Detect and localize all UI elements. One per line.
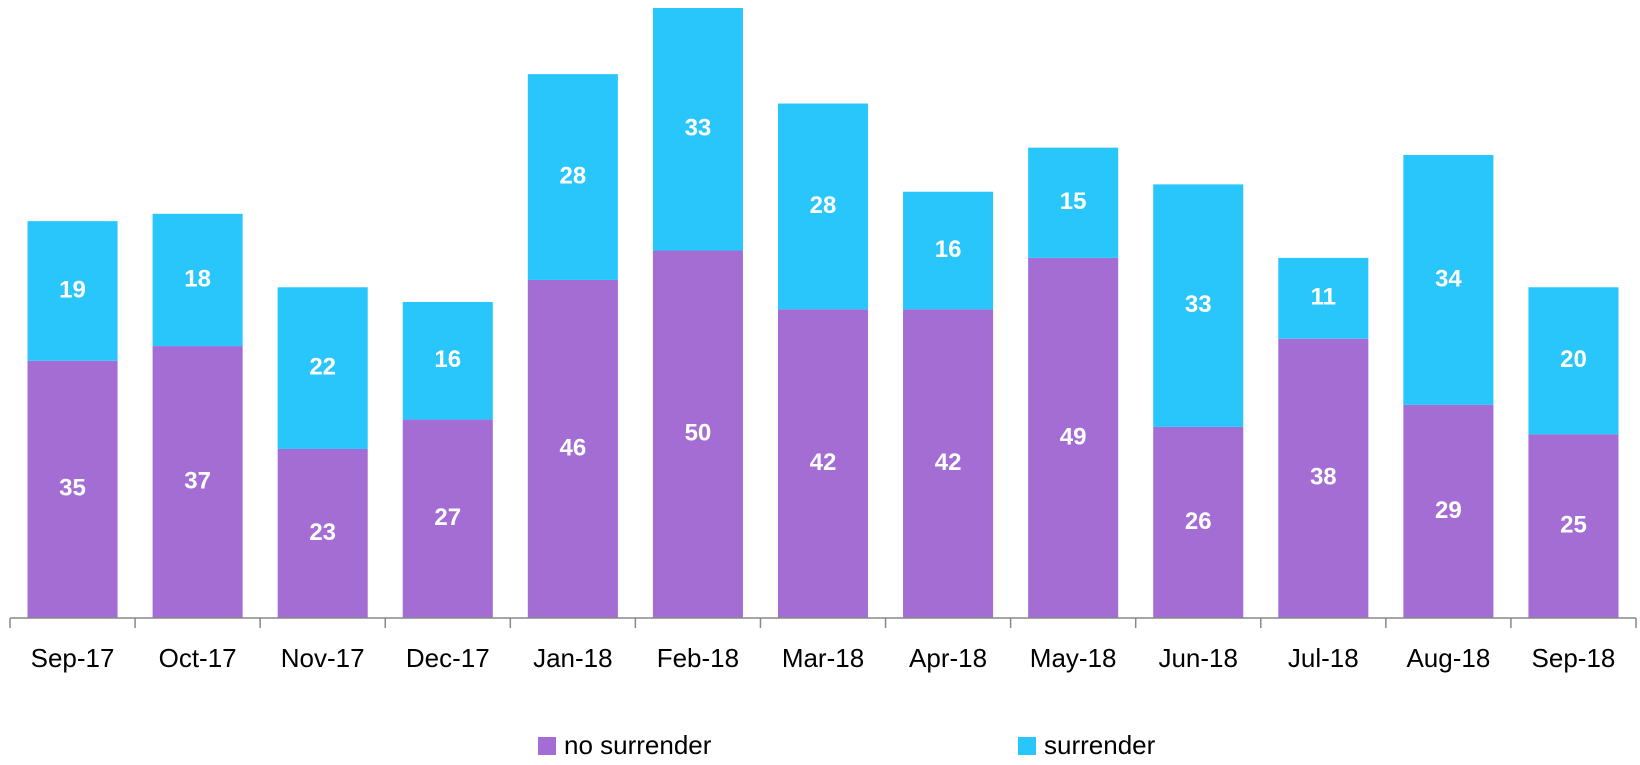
x-tick-label: Sep-17 bbox=[31, 643, 115, 673]
data-label: 20 bbox=[1560, 346, 1587, 373]
x-tick-label: Nov-17 bbox=[281, 643, 365, 673]
x-tick-label: Dec-17 bbox=[406, 643, 490, 673]
data-label: 50 bbox=[685, 420, 712, 447]
bar-segment bbox=[1528, 434, 1619, 618]
x-tick-label: Sep-18 bbox=[1532, 643, 1616, 673]
x-tick-label: Jan-18 bbox=[533, 643, 613, 673]
bar-segment bbox=[27, 360, 118, 618]
data-label: 19 bbox=[59, 276, 86, 303]
bar-segment bbox=[1028, 147, 1119, 258]
data-label: 37 bbox=[184, 467, 211, 494]
data-label: 34 bbox=[1435, 265, 1462, 292]
x-tick-label: Mar-18 bbox=[782, 643, 864, 673]
bar-segment bbox=[1278, 257, 1369, 339]
data-label: 15 bbox=[1060, 188, 1087, 215]
bar-segment bbox=[903, 191, 994, 310]
x-tick-label: Apr-18 bbox=[909, 643, 987, 673]
x-tick-label: Jun-18 bbox=[1158, 643, 1238, 673]
x-tick-label: May-18 bbox=[1030, 643, 1117, 673]
data-label: 25 bbox=[1560, 511, 1587, 538]
bar-segment bbox=[277, 287, 368, 449]
bar-segment bbox=[402, 301, 493, 420]
bar-segment bbox=[1528, 287, 1619, 435]
x-tick-label: Oct-17 bbox=[159, 643, 237, 673]
legend-swatch bbox=[538, 737, 556, 755]
bar-segment bbox=[152, 346, 243, 618]
data-label: 16 bbox=[935, 236, 962, 263]
data-label: 28 bbox=[810, 192, 837, 219]
data-label: 42 bbox=[810, 449, 837, 476]
data-label: 49 bbox=[1060, 423, 1087, 450]
data-label: 28 bbox=[559, 162, 586, 189]
legend-label: surrender bbox=[1044, 730, 1156, 760]
data-label: 27 bbox=[434, 504, 461, 531]
x-tick-label: Aug-18 bbox=[1406, 643, 1490, 673]
data-label: 33 bbox=[1185, 291, 1212, 318]
data-label: 16 bbox=[434, 346, 461, 373]
data-label: 23 bbox=[309, 519, 336, 546]
data-label: 42 bbox=[935, 449, 962, 476]
x-tick-label: Jul-18 bbox=[1288, 643, 1359, 673]
bar-segment bbox=[777, 103, 869, 310]
legend-swatch bbox=[1018, 737, 1036, 755]
bar-segment bbox=[527, 279, 618, 618]
bar-segment bbox=[1028, 257, 1119, 618]
bar-segment bbox=[1403, 404, 1494, 618]
x-tick-label: Feb-18 bbox=[657, 643, 739, 673]
bar-segment bbox=[27, 221, 118, 361]
data-label: 46 bbox=[559, 434, 586, 461]
data-label: 35 bbox=[59, 475, 86, 502]
data-label: 18 bbox=[184, 265, 211, 292]
data-label: 29 bbox=[1435, 497, 1462, 524]
bar-segment bbox=[1403, 154, 1494, 405]
data-label: 38 bbox=[1310, 464, 1337, 491]
data-label: 33 bbox=[685, 115, 712, 142]
bar-segment bbox=[1278, 338, 1369, 618]
bar-segment bbox=[903, 309, 994, 618]
bar-segment bbox=[527, 74, 618, 280]
bar-segment bbox=[152, 213, 243, 347]
bar-segment bbox=[777, 309, 869, 618]
bar-segment bbox=[652, 250, 743, 618]
bar-segment bbox=[1153, 184, 1244, 427]
bar-segment bbox=[652, 8, 743, 251]
bar-segment bbox=[277, 448, 368, 618]
bar-segment bbox=[1153, 426, 1244, 618]
data-label: 11 bbox=[1311, 284, 1336, 311]
data-label: 26 bbox=[1185, 508, 1212, 535]
data-label: 22 bbox=[309, 353, 336, 380]
legend-label: no surrender bbox=[564, 730, 712, 760]
bar-segment bbox=[402, 419, 493, 618]
